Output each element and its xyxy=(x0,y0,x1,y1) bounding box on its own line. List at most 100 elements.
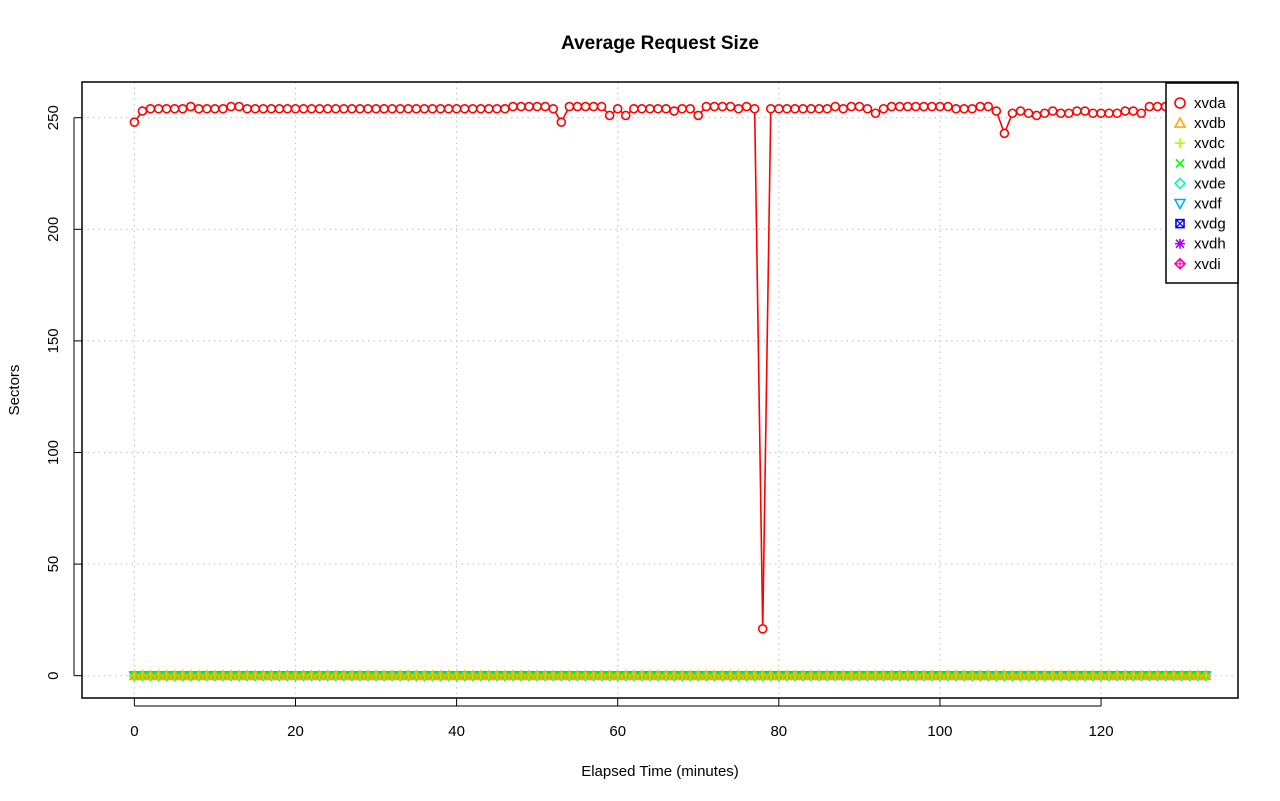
x-axis: 0 20 40 60 80 100 120 xyxy=(130,698,1114,740)
series-line-segment-xvda xyxy=(761,113,772,625)
x-tick-label: 20 xyxy=(287,723,304,740)
point-xvda-shape xyxy=(161,103,172,114)
legend-label-xvdc: xvdc xyxy=(1194,135,1225,152)
point-xvda xyxy=(838,103,849,114)
point-xvda xyxy=(540,101,551,112)
point-xvdb xyxy=(354,669,366,681)
point-xvda xyxy=(959,103,969,114)
point-xvdb xyxy=(740,669,753,681)
point-xvda xyxy=(919,101,929,112)
point-xvda xyxy=(983,101,994,112)
point-xvdb-shape xyxy=(861,669,874,681)
point-xvdb-shape xyxy=(700,669,713,681)
point-xvdb-shape xyxy=(482,669,495,681)
point-xvdb xyxy=(337,669,350,681)
point-xvdb-shape xyxy=(466,669,479,681)
point-xvdb xyxy=(434,669,447,681)
point-xvdb-shape xyxy=(450,669,463,681)
point-xvdb-shape xyxy=(1135,669,1148,681)
point-xvda xyxy=(1015,106,1026,116)
point-xvda-shape xyxy=(556,117,567,127)
point-xvda xyxy=(330,103,341,114)
point-xvdb xyxy=(966,669,979,681)
y-tick-label: 150 xyxy=(45,328,62,353)
point-xvdb xyxy=(1135,669,1148,681)
point-xvda-shape xyxy=(185,101,196,112)
point-xvda-shape xyxy=(411,103,422,114)
point-xvdb-shape xyxy=(225,669,237,681)
legend-symbol-xvdg-shape xyxy=(1175,218,1185,229)
point-xvda xyxy=(467,103,478,114)
point-xvdb xyxy=(805,669,817,681)
point-xvda xyxy=(274,103,285,114)
point-xvda-shape xyxy=(637,103,647,114)
point-xvda-shape xyxy=(403,103,414,114)
point-xvdb xyxy=(531,669,544,681)
point-xvda-shape xyxy=(330,103,341,114)
series-xvda xyxy=(129,101,1219,634)
legend-item-xvdb: xvdb xyxy=(1173,115,1226,132)
plot-area xyxy=(128,101,1219,682)
point-xvda-shape xyxy=(983,101,994,112)
point-xvda xyxy=(685,103,696,114)
point-xvdb-shape xyxy=(1183,669,1196,681)
point-xvda-shape xyxy=(629,103,639,114)
point-xvda-shape xyxy=(524,101,534,112)
point-xvdb xyxy=(176,669,189,681)
legend-item-xvdf: xvdf xyxy=(1173,196,1222,213)
point-xvda-shape xyxy=(540,101,551,112)
point-xvda xyxy=(806,103,816,114)
point-xvda xyxy=(194,103,204,114)
point-xvda xyxy=(645,103,655,114)
point-xvdb xyxy=(281,669,294,681)
point-xvda xyxy=(588,101,599,112)
point-xvda xyxy=(798,103,808,114)
legend-symbol-xvdg xyxy=(1175,218,1185,229)
point-xvdb xyxy=(1087,669,1099,681)
point-xvda-shape xyxy=(1088,108,1098,119)
point-xvda xyxy=(580,101,591,112)
point-xvdb xyxy=(192,669,205,681)
point-xvda-shape xyxy=(1064,108,1074,119)
legend-symbol-xvdf-shape xyxy=(1173,198,1187,211)
point-xvda xyxy=(653,103,663,114)
point-xvdb xyxy=(974,669,987,681)
point-xvdb xyxy=(1111,669,1124,681)
legend-symbol-xvdi xyxy=(1173,257,1187,270)
point-xvdb-shape xyxy=(781,669,793,681)
point-xvdb xyxy=(491,669,503,681)
legend-label-xvdi: xvdi xyxy=(1194,256,1221,273)
point-xvda-shape xyxy=(242,103,252,114)
point-xvda xyxy=(129,117,140,127)
point-xvdb-shape xyxy=(160,669,173,681)
point-xvda-shape xyxy=(1120,106,1131,116)
point-xvdb xyxy=(579,669,592,681)
point-xvdb-shape xyxy=(982,669,995,681)
point-xvdb xyxy=(184,669,197,681)
point-xvdb xyxy=(837,669,850,681)
point-xvdb-shape xyxy=(1079,669,1091,681)
point-xvdb xyxy=(442,669,455,681)
point-xvdb xyxy=(781,669,793,681)
point-xvda-shape xyxy=(443,103,454,114)
point-xvdb-shape xyxy=(660,669,672,681)
x-tick-label: 60 xyxy=(609,723,626,740)
point-xvdb xyxy=(668,669,680,681)
point-xvda-shape xyxy=(572,101,583,112)
legend-symbol-xvda xyxy=(1174,97,1186,109)
point-xvda-shape xyxy=(725,101,736,112)
point-xvdb xyxy=(716,669,729,681)
point-xvdb-shape xyxy=(805,669,817,681)
point-xvdb-shape xyxy=(402,669,415,681)
point-xvda xyxy=(604,110,615,121)
point-xvdb xyxy=(128,669,141,681)
point-xvdb-shape xyxy=(176,669,189,681)
point-xvdb xyxy=(950,669,962,681)
point-xvda xyxy=(951,103,961,114)
point-xvda xyxy=(250,103,260,114)
point-xvda-shape xyxy=(435,103,446,114)
point-xvdb xyxy=(700,669,713,681)
point-xvdb-shape xyxy=(966,669,979,681)
legend-item-xvdi: xvdi xyxy=(1173,256,1221,273)
point-xvdb-shape xyxy=(692,669,705,681)
